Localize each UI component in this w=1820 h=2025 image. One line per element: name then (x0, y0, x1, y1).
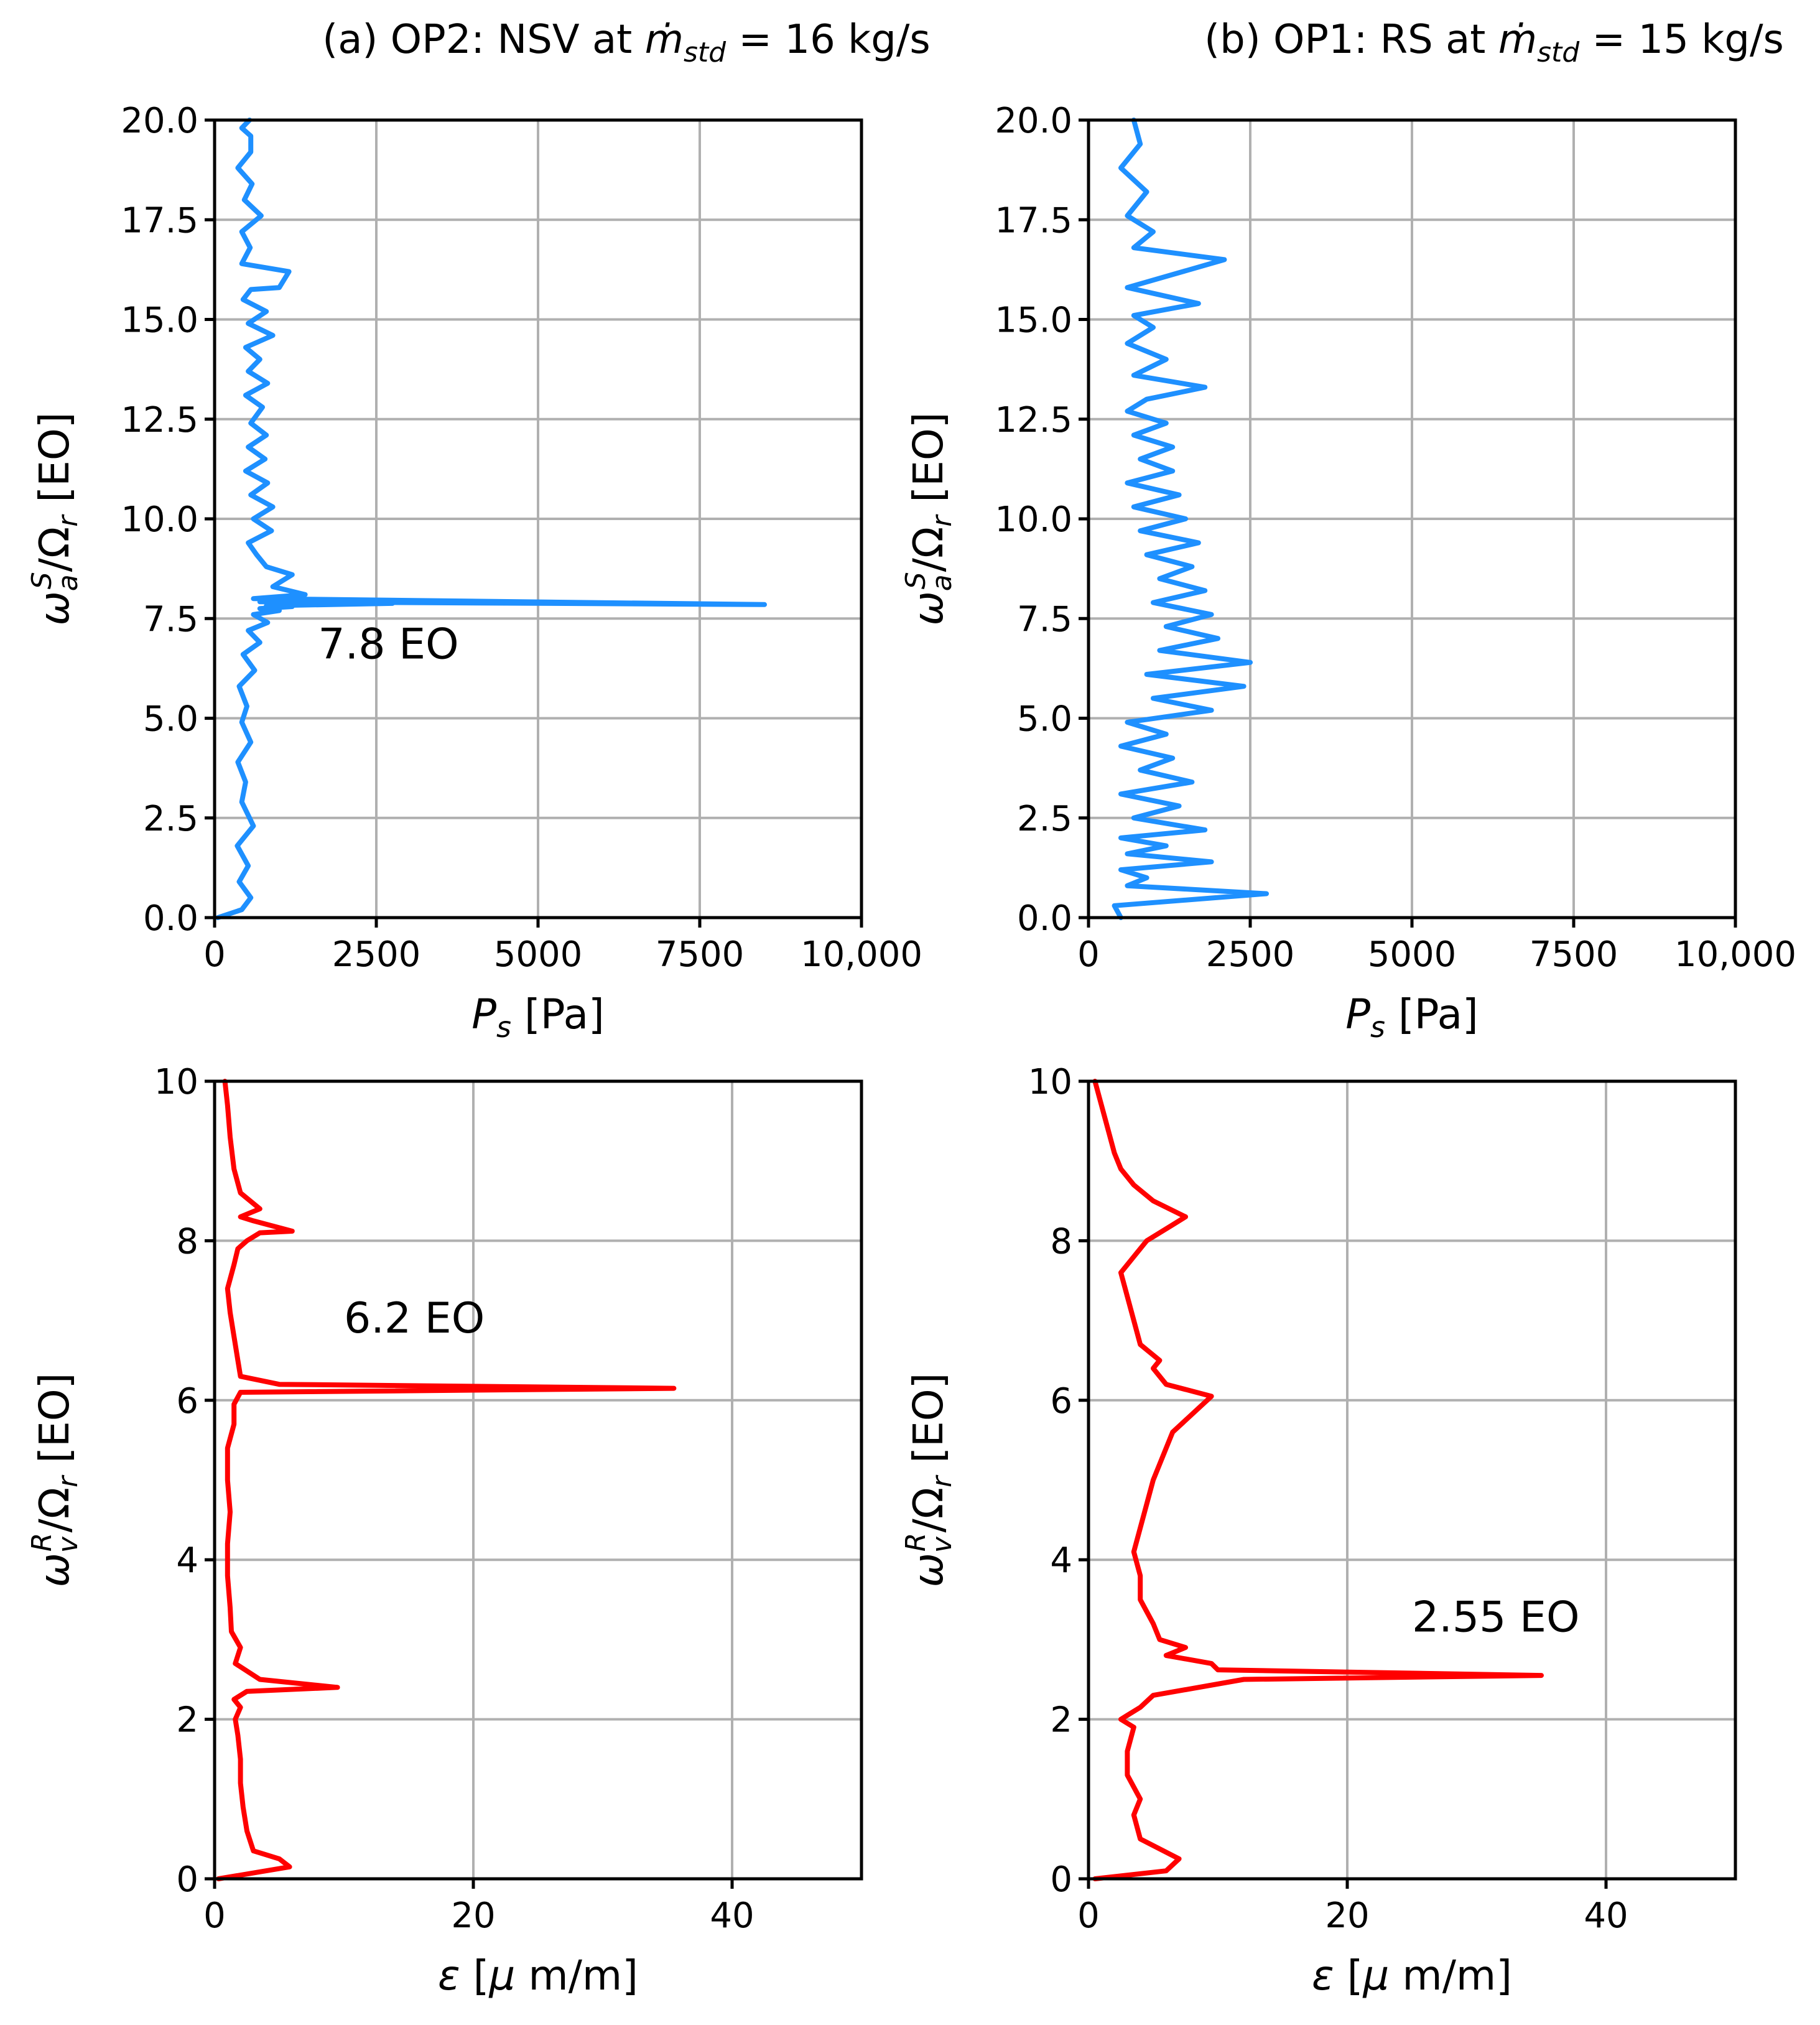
y-tick-label: 8 (176, 1221, 198, 1262)
panel-title: (a) OP2: NSV at ṁstd = 16 kg/s (322, 17, 931, 68)
y-tick-label: 0.0 (143, 898, 198, 939)
y-tick-label: 10 (154, 1062, 198, 1102)
series-line-a_bottom (216, 1079, 677, 1881)
panel-a_top: 0 2500 5000 7500 10,000 0.0 2.5 5.0 7.5 10.0 12.5 1… (26, 17, 931, 1044)
series-line-b_bottom (1092, 1079, 1544, 1881)
y-tick-label: 7.5 (143, 599, 198, 640)
peak-annotation: 2.55 EO (1412, 1593, 1580, 1642)
panel-title: (b) OP1: RS at ṁstd = 15 kg/s (1204, 17, 1784, 68)
axes-frame (213, 1079, 863, 1881)
y-tick-label: 0 (1050, 1860, 1072, 1900)
x-tick-label: 40 (710, 1896, 754, 1936)
y-tick-label: 5.0 (1017, 699, 1072, 740)
y-tick-label: 5.0 (143, 699, 198, 740)
y-tick-label: 2.5 (143, 799, 198, 839)
panel-a_bottom: 0 20 40 0 2 4 6 8 10 ε [μ m/m] ωvR/Ωr [EO] 6.2 EO (26, 1062, 863, 1999)
y-axis-label: ωaS/Ωr [EO] (26, 412, 84, 625)
y-tick-label: 12.5 (995, 400, 1072, 440)
x-tick-label: 2500 (332, 934, 421, 975)
x-tick-label: 40 (1584, 1896, 1628, 1936)
x-axis-label: Ps [Pa] (471, 990, 605, 1044)
series-line-b_top (1112, 118, 1269, 920)
x-tick-label: 0 (1077, 934, 1100, 975)
x-tick-label: 2500 (1206, 934, 1295, 975)
x-tick-label: 0 (203, 934, 226, 975)
y-tick-label: 2 (176, 1700, 198, 1741)
y-tick-label: 6 (1050, 1381, 1072, 1422)
x-tick-label: 7500 (1530, 934, 1618, 975)
x-axis-label: ε [μ m/m] (1312, 1952, 1512, 1999)
x-tick-label: 0 (203, 1896, 226, 1936)
y-tick-label: 4 (1050, 1540, 1072, 1581)
y-tick-label: 15.0 (995, 300, 1072, 341)
y-tick-label: 2 (1050, 1700, 1072, 1741)
y-axis-label: ωvR/Ωr [EO] (26, 1373, 84, 1588)
y-tick-label: 12.5 (121, 400, 198, 440)
series-line-a_top (215, 118, 767, 920)
y-tick-label: 20.0 (121, 101, 198, 141)
peak-annotation: 6.2 EO (344, 1294, 485, 1343)
y-tick-label: 0 (176, 1860, 198, 1900)
axes-frame (1087, 1079, 1737, 1881)
x-tick-label: 5000 (1368, 934, 1457, 975)
y-tick-label: 10.0 (995, 500, 1072, 540)
x-tick-label: 10,000 (801, 934, 922, 975)
y-tick-label: 20.0 (995, 101, 1072, 141)
x-tick-label: 5000 (494, 934, 583, 975)
y-axis-label: ωvR/Ωr [EO] (900, 1373, 958, 1588)
x-tick-label: 0 (1077, 1896, 1100, 1936)
y-tick-label: 6 (176, 1381, 198, 1422)
y-tick-label: 7.5 (1017, 599, 1072, 640)
y-tick-label: 8 (1050, 1221, 1072, 1262)
x-tick-label: 20 (451, 1896, 495, 1936)
x-tick-label: 20 (1325, 1896, 1369, 1936)
y-tick-label: 17.5 (121, 200, 198, 241)
y-tick-label: 0.0 (1017, 898, 1072, 939)
x-tick-label: 7500 (656, 934, 745, 975)
peak-annotation: 7.8 EO (318, 620, 458, 669)
x-axis-label: ε [μ m/m] (438, 1952, 638, 1999)
panel-b_top: 0 2500 5000 7500 10,000 0.0 2.5 5.0 7.5 10.0 12.5 1… (900, 17, 1796, 1044)
x-tick-label: 10,000 (1674, 934, 1796, 975)
y-tick-label: 10 (1028, 1062, 1072, 1102)
x-axis-label: Ps [Pa] (1345, 990, 1479, 1044)
y-tick-label: 2.5 (1017, 799, 1072, 839)
y-tick-label: 10.0 (121, 500, 198, 540)
y-tick-label: 17.5 (995, 200, 1072, 241)
panel-b_bottom: 0 20 40 0 2 4 6 8 10 ε [μ m/m] ωvR/Ωr [EO] 2.55 EO (900, 1062, 1737, 1999)
y-tick-label: 4 (176, 1540, 198, 1581)
y-tick-label: 15.0 (121, 300, 198, 341)
y-axis-label: ωaS/Ωr [EO] (900, 412, 958, 625)
